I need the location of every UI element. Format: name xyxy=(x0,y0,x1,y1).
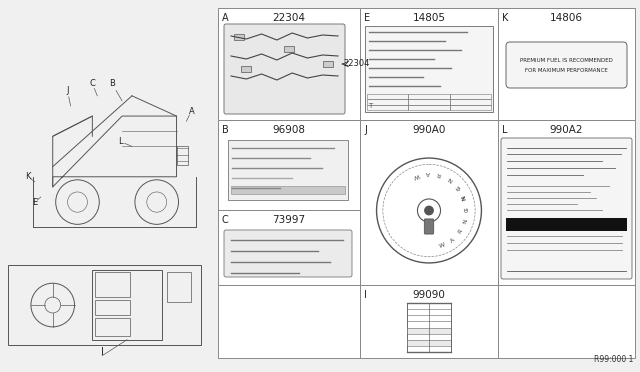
Text: 14806: 14806 xyxy=(550,13,583,23)
Bar xyxy=(408,105,450,110)
Text: R99:000 1: R99:000 1 xyxy=(594,355,633,364)
Bar xyxy=(407,327,451,334)
Text: N: N xyxy=(447,176,454,183)
Bar xyxy=(231,186,345,194)
Bar xyxy=(218,285,360,358)
Bar xyxy=(498,285,635,358)
Text: 99090: 99090 xyxy=(413,290,445,300)
Bar xyxy=(218,210,360,285)
Bar xyxy=(360,120,498,285)
Text: E: E xyxy=(32,198,38,206)
Bar xyxy=(177,147,188,165)
Text: A: A xyxy=(449,237,456,244)
Text: J: J xyxy=(67,86,69,95)
Text: I: I xyxy=(464,208,469,210)
Bar xyxy=(367,105,408,110)
Bar xyxy=(498,8,635,120)
Text: G: G xyxy=(455,184,462,191)
Bar xyxy=(234,34,244,40)
Bar xyxy=(166,272,191,302)
Text: 14805: 14805 xyxy=(413,13,445,23)
Bar xyxy=(95,300,130,315)
Bar xyxy=(365,26,493,112)
Text: G: G xyxy=(464,207,469,212)
Text: N: N xyxy=(461,195,468,201)
Bar xyxy=(8,265,202,345)
Bar xyxy=(323,61,333,67)
Bar xyxy=(95,272,130,297)
Text: K: K xyxy=(502,13,508,23)
Circle shape xyxy=(425,206,433,215)
Text: L: L xyxy=(118,137,122,146)
Text: A: A xyxy=(426,170,430,175)
Bar xyxy=(360,8,498,120)
Text: I: I xyxy=(364,290,367,300)
FancyBboxPatch shape xyxy=(224,230,352,277)
Text: K: K xyxy=(25,172,31,181)
Bar xyxy=(407,303,451,352)
Text: R: R xyxy=(436,171,442,177)
Bar xyxy=(218,8,360,120)
Text: B: B xyxy=(222,125,228,135)
Text: 22304: 22304 xyxy=(343,60,369,68)
Bar xyxy=(498,120,635,285)
Text: 73997: 73997 xyxy=(273,215,305,225)
Text: B: B xyxy=(109,79,115,88)
Text: N: N xyxy=(461,195,468,201)
Text: 990A2: 990A2 xyxy=(550,125,583,135)
Text: C: C xyxy=(222,215,228,225)
Bar xyxy=(367,94,408,99)
FancyBboxPatch shape xyxy=(424,219,434,234)
Bar xyxy=(450,99,491,105)
Bar xyxy=(95,318,130,336)
Text: I: I xyxy=(456,185,461,189)
Text: I: I xyxy=(101,347,104,357)
Text: N: N xyxy=(462,218,468,224)
Text: W: W xyxy=(412,171,420,179)
Bar xyxy=(367,99,408,105)
FancyBboxPatch shape xyxy=(506,42,627,88)
Text: J: J xyxy=(364,125,367,135)
Text: PREMIUM FUEL IS RECOMMENDED: PREMIUM FUEL IS RECOMMENDED xyxy=(520,58,613,62)
Text: FOR MAXIMUM PERFORMANCE: FOR MAXIMUM PERFORMANCE xyxy=(525,67,608,73)
Bar xyxy=(228,140,348,200)
Bar xyxy=(284,46,294,52)
Text: A: A xyxy=(222,13,228,23)
Text: C: C xyxy=(90,79,95,88)
Text: 96908: 96908 xyxy=(273,125,305,135)
Text: 22304: 22304 xyxy=(273,13,305,23)
Text: T: T xyxy=(368,103,372,109)
Bar xyxy=(506,218,627,231)
FancyBboxPatch shape xyxy=(224,24,345,114)
Bar xyxy=(408,99,450,105)
Text: E: E xyxy=(364,13,370,23)
Bar xyxy=(408,94,450,99)
Text: W: W xyxy=(438,243,445,249)
FancyBboxPatch shape xyxy=(501,138,632,279)
Bar xyxy=(407,340,451,346)
Bar xyxy=(450,94,491,99)
Bar xyxy=(218,120,360,210)
Bar xyxy=(360,285,498,358)
Bar xyxy=(450,105,491,110)
Text: R: R xyxy=(457,228,463,235)
Bar xyxy=(92,270,162,340)
Bar xyxy=(241,66,251,72)
Text: A: A xyxy=(189,106,195,115)
Text: L: L xyxy=(502,125,508,135)
Text: 990A0: 990A0 xyxy=(412,125,445,135)
